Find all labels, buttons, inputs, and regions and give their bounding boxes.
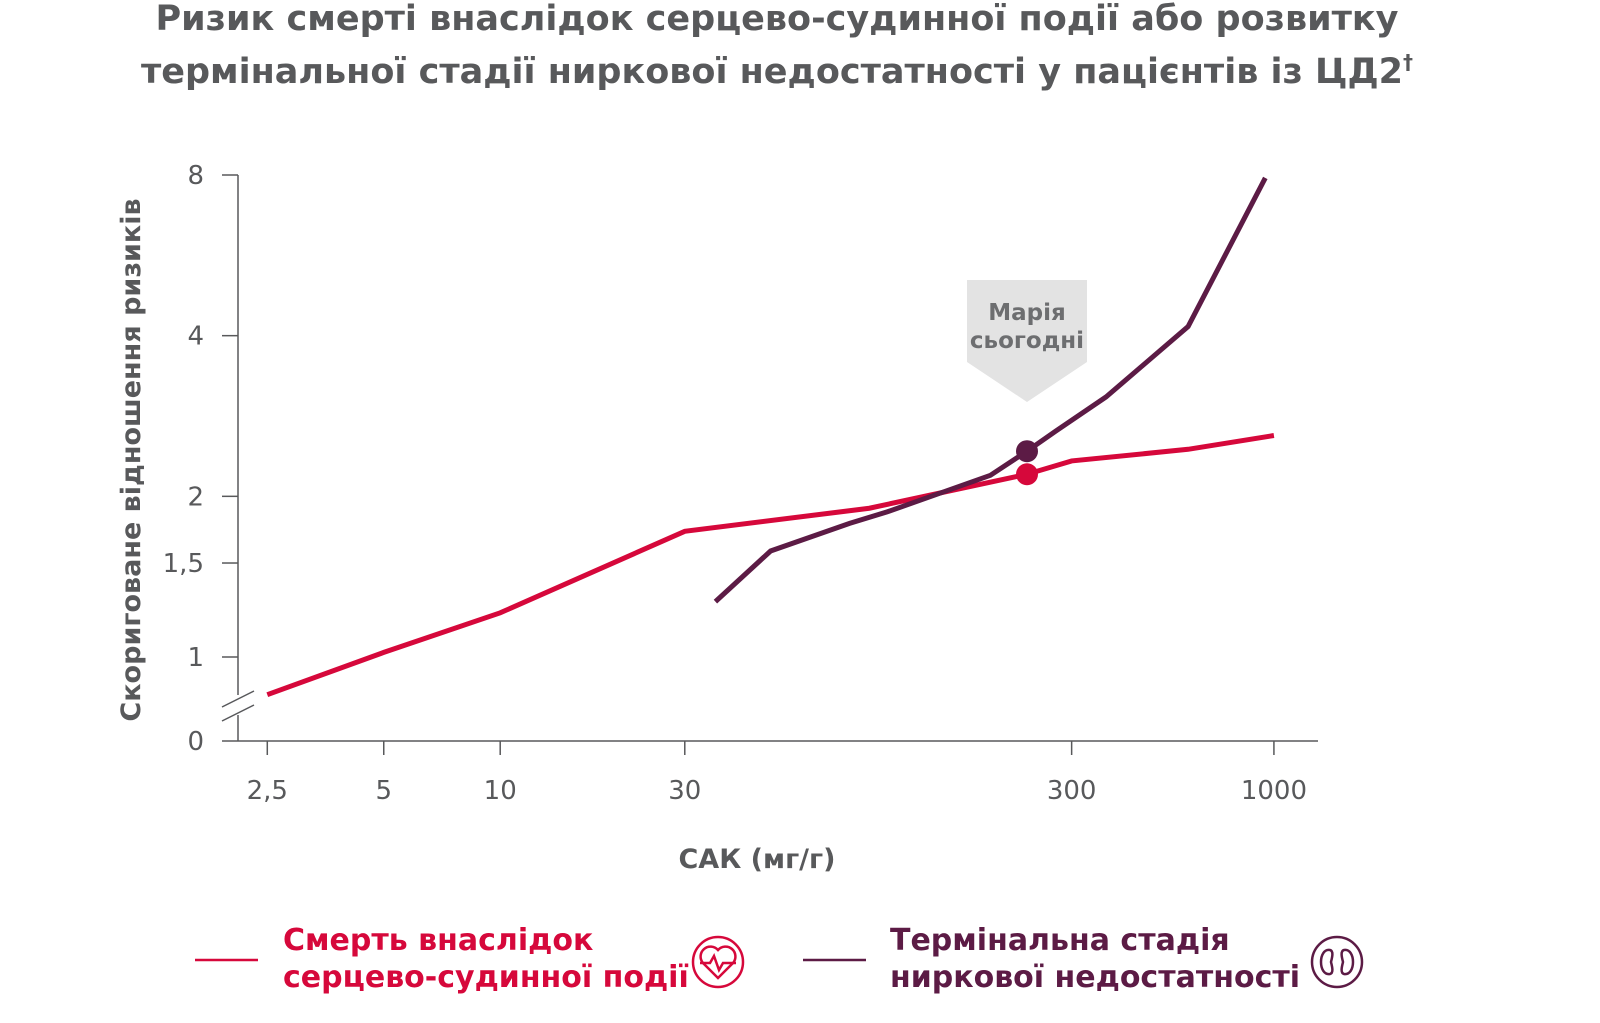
y-tick-label: 8 <box>187 161 204 191</box>
x-tick-label: 5 <box>375 776 392 806</box>
highlight-point <box>1015 463 1038 486</box>
series-line <box>266 433 1275 698</box>
chart-title: термінальної стадії ниркової недостатнос… <box>141 52 1403 92</box>
x-tick-label: 300 <box>1047 776 1097 806</box>
x-tick-label: 2,5 <box>247 776 288 806</box>
annotation-callout <box>966 280 1087 402</box>
y-axis-label: Скориговане відношення ризиків <box>116 198 147 721</box>
legend-label: Термінальна стадія ниркової недостатност… <box>890 923 1300 995</box>
kidney-icon <box>1310 935 1364 989</box>
x-tick-label: 30 <box>668 776 701 806</box>
title-mark: † <box>1403 50 1413 74</box>
annotation-text: сьогодні <box>970 328 1084 354</box>
y-tick-label: 4 <box>187 322 204 352</box>
y-tick-label: 0 <box>187 727 204 757</box>
axis-break <box>221 690 255 708</box>
x-axis-label: САК (мг/г) <box>678 844 835 875</box>
chart-title: термінальної стадії ниркової недостатнос… <box>141 50 1413 92</box>
y-tick-label: 1,5 <box>163 549 204 579</box>
y-tick-label: 1 <box>187 643 204 673</box>
legend-label: Смерть внаслідок серцево-судинної події <box>283 923 689 995</box>
axis-break <box>221 704 255 722</box>
y-tick-label: 2 <box>187 482 204 512</box>
x-tick-label: 10 <box>484 776 517 806</box>
highlight-point <box>1015 440 1038 463</box>
series-line <box>713 176 1268 604</box>
chart-title: Ризик смерті внаслідок серцево-судинної … <box>156 0 1399 39</box>
heart-icon <box>691 935 745 989</box>
x-tick-label: 1000 <box>1241 776 1307 806</box>
annotation-text: Марія <box>988 300 1066 326</box>
